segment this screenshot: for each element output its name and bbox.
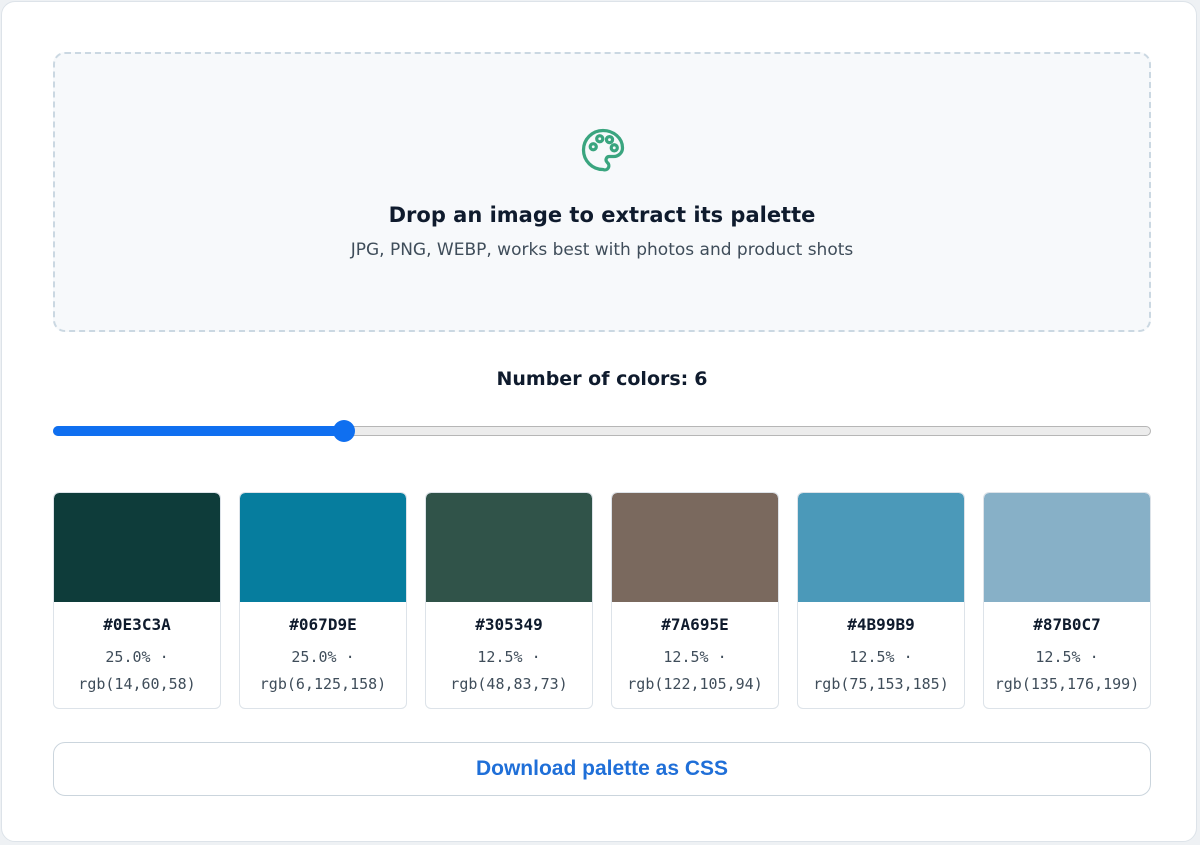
swatch-percent: 12.5% ·: [849, 648, 913, 666]
swatch-card[interactable]: #7A695E 12.5% · rgb(122,105,94): [611, 492, 779, 709]
swatch-row: #0E3C3A 25.0% · rgb(14,60,58) #067D9E 25.0% …: [53, 492, 1151, 709]
swatch-color: [798, 493, 964, 602]
swatch-card[interactable]: #305349 12.5% · rgb(48,83,73): [425, 492, 593, 709]
dropzone-subtitle: JPG, PNG, WEBP, works best with photos a…: [350, 240, 854, 260]
swatch-meta: 12.5% · rgb(135,176,199): [984, 644, 1150, 698]
swatch-card[interactable]: #4B99B9 12.5% · rgb(75,153,185): [797, 492, 965, 709]
slider-fill: [53, 426, 344, 436]
swatch-color: [426, 493, 592, 602]
color-count-value: 6: [694, 368, 708, 390]
swatch-hex: #87B0C7: [1033, 615, 1101, 634]
swatch-meta: 25.0% · rgb(6,125,158): [240, 644, 406, 698]
swatch-color: [612, 493, 778, 602]
swatch-percent: 12.5% ·: [663, 648, 727, 666]
swatch-hex: #4B99B9: [847, 615, 915, 634]
swatch-rgb: rgb(75,153,185): [813, 675, 949, 693]
swatch-meta: 12.5% · rgb(122,105,94): [612, 644, 778, 698]
swatch-meta: 12.5% · rgb(75,153,185): [798, 644, 964, 698]
swatch-color: [984, 493, 1150, 602]
swatch-color: [240, 493, 406, 602]
color-count-label: Number of colors: 6: [2, 368, 1200, 390]
swatch-hex: #305349: [475, 615, 543, 634]
swatch-hex: #7A695E: [661, 615, 729, 634]
swatch-rgb: rgb(122,105,94): [627, 675, 763, 693]
swatch-rgb: rgb(14,60,58): [78, 675, 196, 693]
swatch-meta: 12.5% · rgb(48,83,73): [426, 644, 592, 698]
swatch-hex: #067D9E: [289, 615, 357, 634]
swatch-percent: 25.0% ·: [291, 648, 355, 666]
swatch-percent: 12.5% ·: [477, 648, 541, 666]
swatch-card[interactable]: #067D9E 25.0% · rgb(6,125,158): [239, 492, 407, 709]
swatch-hex: #0E3C3A: [103, 615, 171, 634]
palette-icon: [581, 128, 625, 172]
swatch-color: [54, 493, 220, 602]
dropzone-title: Drop an image to extract its palette: [388, 203, 816, 227]
download-css-button[interactable]: Download palette as CSS: [53, 742, 1151, 796]
swatch-rgb: rgb(135,176,199): [994, 675, 1140, 693]
swatch-percent: 25.0% ·: [105, 648, 169, 666]
color-count-text: Number of colors:: [496, 368, 689, 390]
image-dropzone[interactable]: Drop an image to extract its palette JPG…: [53, 52, 1151, 332]
swatch-card[interactable]: #0E3C3A 25.0% · rgb(14,60,58): [53, 492, 221, 709]
swatch-percent: 12.5% ·: [1035, 648, 1099, 666]
swatch-card[interactable]: #87B0C7 12.5% · rgb(135,176,199): [983, 492, 1151, 709]
color-count-slider[interactable]: [53, 420, 1151, 442]
swatch-rgb: rgb(48,83,73): [450, 675, 568, 693]
swatch-rgb: rgb(6,125,158): [259, 675, 387, 693]
slider-thumb[interactable]: [333, 420, 355, 442]
swatch-meta: 25.0% · rgb(14,60,58): [54, 644, 220, 698]
